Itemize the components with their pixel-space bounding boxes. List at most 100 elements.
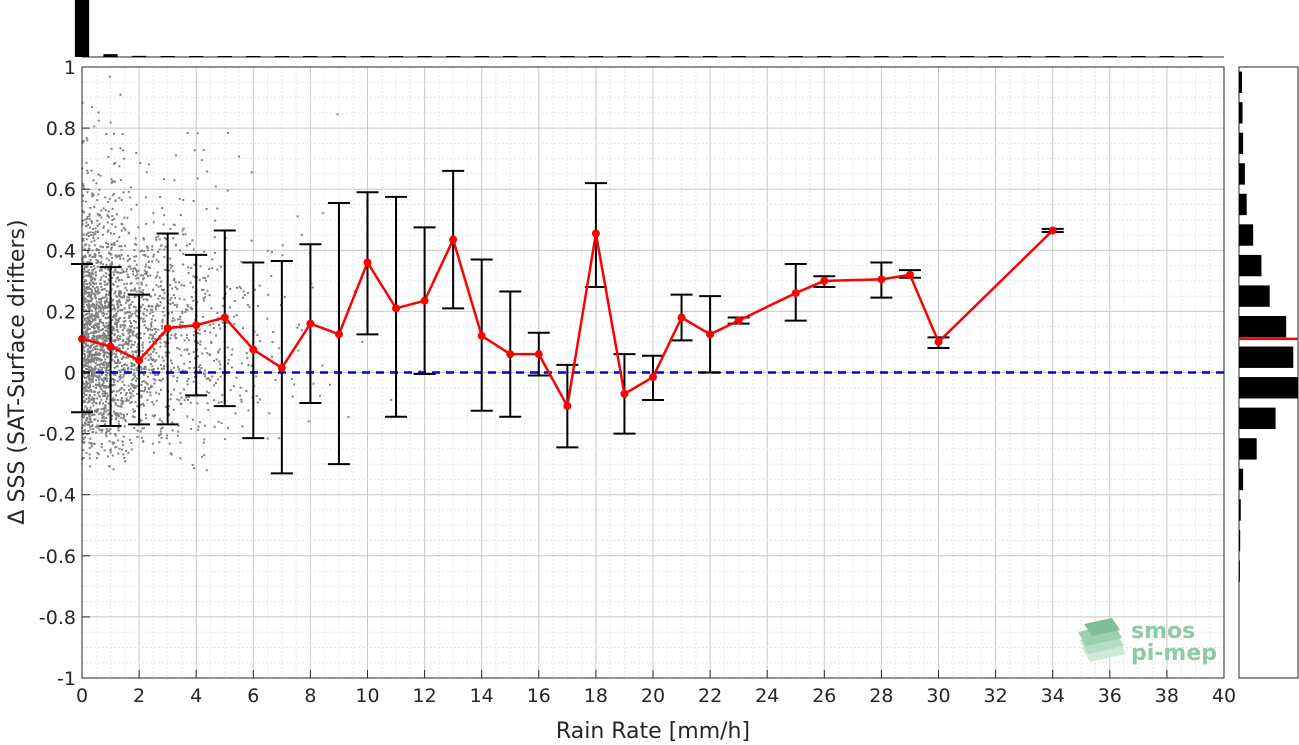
- scatter-point: [86, 264, 89, 267]
- scatter-point: [155, 284, 158, 287]
- scatter-point: [113, 333, 116, 336]
- scatter-point: [82, 295, 85, 298]
- scatter-point: [113, 366, 116, 369]
- scatter-point: [194, 318, 197, 321]
- x-tick-label: 22: [698, 685, 722, 707]
- scatter-point: [88, 308, 91, 311]
- scatter-point: [153, 333, 156, 336]
- scatter-point: [95, 408, 98, 411]
- scatter-point: [87, 409, 90, 412]
- scatter-point: [100, 388, 103, 391]
- scatter-point: [222, 304, 225, 307]
- scatter-point: [183, 399, 186, 402]
- scatter-point: [110, 248, 113, 251]
- scatter-point: [93, 356, 96, 359]
- scatter-point: [118, 165, 121, 168]
- scatter-point: [134, 274, 137, 277]
- scatter-point: [106, 372, 109, 375]
- scatter-point: [135, 367, 138, 370]
- right-histogram-bar: [1239, 102, 1243, 124]
- top-histogram-bar: [246, 56, 261, 57]
- scatter-point: [181, 233, 184, 236]
- scatter-point: [133, 386, 136, 389]
- scatter-point: [102, 345, 105, 348]
- scatter-point: [226, 346, 229, 349]
- scatter-point: [103, 333, 106, 336]
- scatter-point: [141, 427, 144, 430]
- scatter-point: [85, 408, 88, 411]
- y-tick-label: 0: [64, 363, 76, 385]
- scatter-point: [107, 278, 110, 281]
- top-histogram-bar: [360, 56, 375, 57]
- scatter-point: [144, 196, 147, 199]
- scatter-point: [193, 467, 196, 470]
- scatter-point: [297, 349, 300, 352]
- scatter-point: [163, 365, 166, 368]
- scatter-point: [128, 306, 131, 309]
- scatter-point: [118, 369, 121, 372]
- scatter-point: [81, 436, 84, 439]
- scatter-point: [87, 299, 90, 302]
- scatter-point: [102, 379, 105, 382]
- scatter-point: [103, 417, 106, 420]
- scatter-point: [124, 324, 127, 327]
- scatter-point: [82, 285, 85, 288]
- scatter-point: [131, 332, 134, 335]
- scatter-point: [158, 304, 161, 307]
- scatter-point: [97, 331, 100, 334]
- scatter-point: [129, 401, 132, 404]
- scatter-point: [85, 303, 88, 306]
- y-tick-label: 0.4: [46, 240, 76, 262]
- scatter-point: [90, 276, 93, 279]
- scatter-point: [148, 341, 151, 344]
- scatter-point: [101, 327, 104, 330]
- scatter-point: [171, 421, 174, 424]
- scatter-point: [88, 327, 91, 330]
- scatter-point: [90, 409, 93, 412]
- scatter-point: [214, 185, 217, 188]
- scatter-point: [201, 288, 204, 291]
- top-histogram-bar: [1102, 56, 1117, 57]
- scatter-point: [185, 308, 188, 311]
- scatter-point: [146, 390, 149, 393]
- scatter-point: [89, 287, 92, 290]
- scatter-point: [117, 330, 120, 333]
- scatter-point: [133, 372, 136, 375]
- scatter-point: [113, 307, 116, 310]
- top-histogram-bar: [160, 56, 175, 57]
- scatter-point: [106, 230, 109, 233]
- scatter-point: [82, 330, 85, 333]
- scatter-point: [82, 260, 85, 263]
- scatter-point: [183, 298, 186, 301]
- scatter-point: [83, 280, 86, 283]
- scatter-point: [133, 260, 136, 263]
- scatter-point: [258, 398, 261, 401]
- scatter-point: [89, 412, 92, 415]
- scatter-point: [110, 359, 113, 362]
- scatter-point: [82, 331, 85, 334]
- mean-point: [905, 270, 914, 279]
- scatter-point: [150, 318, 153, 321]
- scatter-point: [82, 414, 85, 417]
- scatter-point: [115, 350, 118, 353]
- scatter-point: [145, 263, 148, 266]
- scatter-point: [90, 317, 93, 320]
- scatter-point: [140, 281, 143, 284]
- scatter-point: [270, 251, 273, 254]
- scatter-point: [120, 405, 123, 408]
- scatter-point: [220, 401, 223, 404]
- scatter-point: [215, 334, 218, 337]
- top-histogram-bar: [702, 56, 718, 57]
- scatter-point: [103, 378, 106, 381]
- scatter-point: [92, 404, 95, 407]
- y-tick-label: -0.8: [39, 607, 76, 629]
- scatter-point: [94, 339, 97, 342]
- scatter-point: [135, 385, 138, 388]
- scatter-point: [134, 410, 137, 413]
- scatter-point: [109, 265, 112, 268]
- scatter-point: [98, 358, 101, 361]
- scatter-point: [138, 290, 141, 293]
- scatter-point: [216, 312, 219, 315]
- scatter-point: [137, 226, 140, 229]
- scatter-point: [105, 435, 108, 438]
